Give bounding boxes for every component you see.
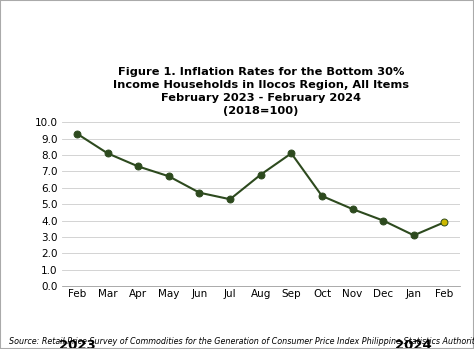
Text: 2024: 2024 [395,339,432,349]
Text: Source: Retail Price Survey of Commodities for the Generation of Consumer Price : Source: Retail Price Survey of Commoditi… [9,336,474,346]
Text: 2023: 2023 [59,339,95,349]
Title: Figure 1. Inflation Rates for the Bottom 30%
Income Households in Ilocos Region,: Figure 1. Inflation Rates for the Bottom… [113,67,409,116]
